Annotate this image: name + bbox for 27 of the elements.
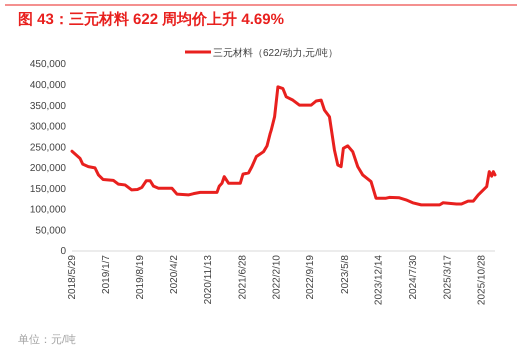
x-tick-label: 2025/3/17 [442, 254, 454, 300]
x-tick-label: 2024/7/30 [408, 254, 419, 300]
x-tick-label: 2018/5/29 [67, 254, 78, 300]
x-tick-label: 2023/12/14 [373, 254, 384, 306]
x-tick-label: 2025/10/28 [476, 254, 488, 306]
text: 单位：元/吨 [18, 333, 76, 346]
x-tick-label: 2020/4/2 [169, 254, 180, 294]
x-tick-label: 2020/11/13 [203, 254, 214, 304]
chart-title: 图 43：三元材料 622 周均价上升 4.69% [18, 11, 284, 28]
x-tick-label: 2019/8/19 [134, 254, 146, 300]
y-tick-label: 450,000 [30, 59, 66, 70]
y-tick-label: 50,000 [35, 225, 66, 236]
y-tick-label: 350,000 [30, 100, 66, 112]
y-tick-label: 300,000 [30, 122, 66, 133]
y-tick-label: 0 [60, 246, 66, 258]
y-tick-label: 100,000 [30, 204, 66, 216]
x-tick-label: 2022/9/19 [305, 254, 316, 300]
y-tick-label: 250,000 [30, 142, 66, 154]
y-tick-label: 150,000 [30, 184, 66, 195]
y-tick-label: 200,000 [30, 163, 66, 174]
legend-label: 三元材料（622/动力,元/吨） [213, 47, 338, 59]
line-series [70, 85, 496, 206]
x-tick-label: 2022/2/10 [272, 254, 283, 300]
x-tick-label: 2021/6/28 [237, 254, 248, 300]
x-tick-label: 2019/1/7 [100, 254, 112, 294]
x-tick-label: 2023/5/8 [340, 254, 352, 294]
y-tick-label: 400,000 [30, 80, 66, 91]
